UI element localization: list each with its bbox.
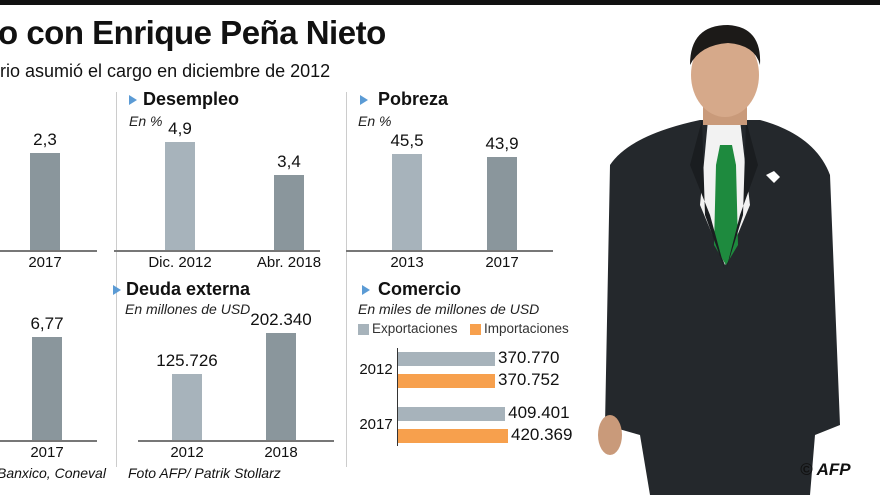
panel-title-deuda: Deuda externa	[126, 279, 251, 299]
bar	[32, 336, 62, 440]
category-label: 2012	[359, 361, 393, 378]
source-credit: Banxico, Coneval	[0, 465, 106, 481]
category-label: 2017	[359, 416, 393, 433]
legend-label: Importaciones	[484, 321, 569, 336]
bar	[487, 157, 517, 250]
x-axis	[0, 440, 97, 442]
unit-label: En %	[358, 113, 392, 129]
data-label: 420.369	[511, 425, 573, 444]
data-label: 370.770	[498, 348, 560, 367]
bar	[165, 142, 195, 250]
category-label: 2017	[30, 444, 64, 461]
page-title: o con Enrique Peña Nieto	[0, 14, 386, 51]
photo-credit: Foto AFP/ Patrik Stollarz	[128, 465, 281, 481]
data-label: 6,77	[30, 313, 64, 333]
triangle-icon	[360, 95, 368, 105]
legend-swatch-importaciones	[470, 324, 481, 335]
category-label: 2018	[264, 444, 298, 461]
category-label: Dic. 2012	[148, 254, 212, 271]
x-axis	[138, 440, 334, 442]
data-label: 2,3	[33, 129, 57, 149]
category-label: 2013	[390, 254, 424, 271]
unit-label: En millones de USD	[125, 301, 251, 317]
category-label: 2017	[485, 254, 519, 271]
bar	[172, 373, 202, 440]
y-axis	[397, 348, 398, 446]
bar	[274, 175, 304, 250]
triangle-icon	[362, 285, 370, 295]
bar	[266, 332, 296, 440]
data-label: 202.340	[250, 309, 312, 329]
unit-label: En miles de millones de USD	[358, 301, 540, 317]
divider	[346, 92, 347, 467]
data-label: 125.726	[156, 350, 218, 370]
panel-title-pobreza: Pobreza	[378, 89, 449, 109]
bar	[398, 407, 506, 421]
bar	[392, 153, 422, 250]
portrait-photo	[598, 25, 840, 495]
page-subtitle: rio asumió el cargo en diciembre de 2012	[0, 61, 331, 81]
data-label: 3,4	[277, 152, 301, 172]
data-label: 370.752	[498, 370, 560, 389]
data-label: 409.401	[508, 403, 570, 422]
category-label: Abr. 2018	[256, 254, 322, 271]
triangle-icon	[113, 285, 121, 295]
panel-title-comercio: Comercio	[378, 279, 462, 299]
x-axis	[346, 250, 553, 252]
data-label: 43,9	[485, 134, 519, 154]
data-label: 4,9	[168, 119, 192, 139]
data-label: 45,5	[390, 130, 424, 150]
x-axis	[114, 250, 320, 252]
bar	[30, 152, 60, 250]
triangle-icon	[129, 95, 137, 105]
x-axis	[0, 250, 97, 252]
legend-label: Exportaciones	[372, 321, 458, 336]
bar	[398, 352, 496, 366]
legend-swatch-exportaciones	[358, 324, 369, 335]
category-label: 2017	[28, 254, 62, 271]
category-label: 2012	[170, 444, 204, 461]
afp-logo: © AFP	[800, 460, 851, 479]
panel-title-desempleo: Desempleo	[143, 89, 240, 109]
divider	[116, 92, 117, 467]
top-rule	[0, 0, 880, 5]
unit-label: En %	[129, 113, 163, 129]
bar	[398, 374, 496, 388]
bar	[398, 429, 508, 443]
